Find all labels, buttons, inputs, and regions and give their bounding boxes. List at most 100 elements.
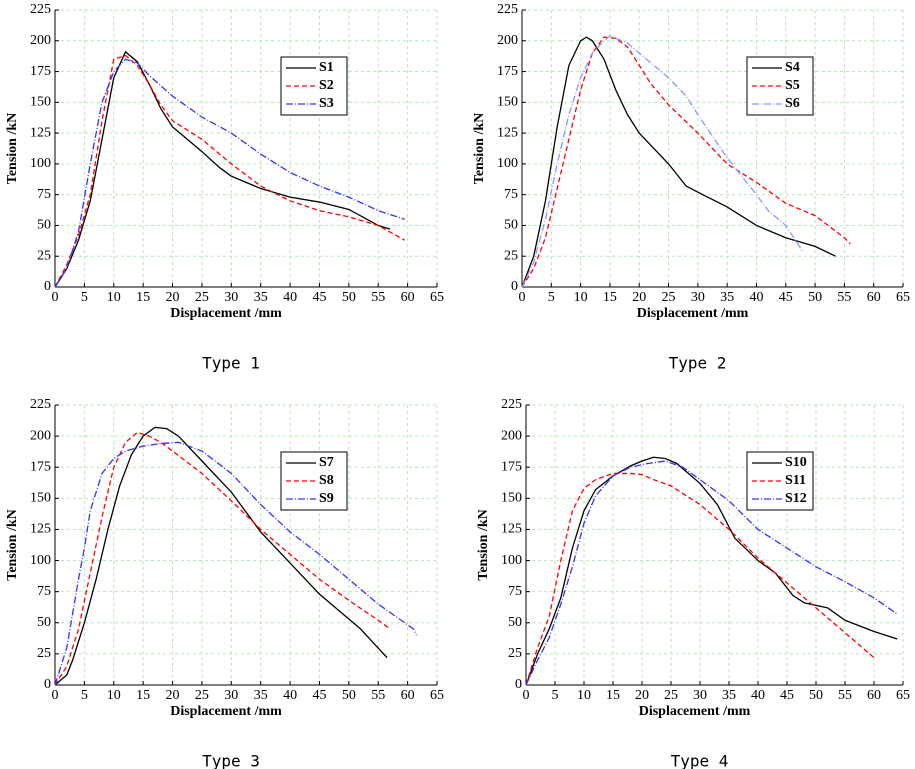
x-tick-label: 10 — [574, 290, 588, 305]
x-tick-label: 45 — [779, 290, 793, 305]
series-line — [54, 426, 388, 686]
x-tick-label: 15 — [136, 688, 150, 703]
x-tick-label: 20 — [632, 290, 646, 305]
y-axis-label: Tension /kN — [5, 113, 20, 184]
series-line — [521, 36, 836, 288]
legend-label: S7 — [319, 455, 334, 470]
y-axis-label: Tension /kN — [5, 509, 20, 580]
subplot: 0 5 10 15 20 25 30 35 40 45 50 55 60 65 0 25 50 75 100 125 1… — [476, 397, 910, 769]
x-tick-label: 10 — [107, 290, 121, 305]
legend-label: S4 — [785, 60, 800, 75]
y-tick-label: 175 — [30, 459, 51, 474]
x-tick-label: 20 — [166, 290, 180, 305]
legend-label: S3 — [319, 96, 334, 111]
y-tick-label: 100 — [501, 553, 522, 568]
y-tick-label: 25 — [37, 248, 51, 263]
x-tick-label: 0 — [52, 290, 59, 305]
legend-label: S6 — [785, 96, 800, 111]
legend-label: S2 — [319, 78, 334, 93]
y-tick-label: 225 — [497, 2, 518, 17]
y-tick-label: 200 — [30, 428, 51, 443]
subplot: 0 5 10 15 20 25 30 35 40 45 50 55 60 65 0 25 50 75 100 125 1… — [5, 397, 444, 769]
x-tick-label: 55 — [838, 688, 852, 703]
x-tick-label: 0 — [523, 688, 530, 703]
x-tick-label: 45 — [312, 688, 326, 703]
x-tick-label: 5 — [81, 290, 88, 305]
x-tick-label: 10 — [107, 688, 121, 703]
caption: Type 3 — [202, 752, 260, 769]
subplot: 0 5 10 15 20 25 30 35 40 45 50 55 60 65 0 25 50 75 100 125 1… — [472, 2, 910, 372]
series-line — [54, 441, 418, 686]
x-tick-label: 10 — [577, 688, 591, 703]
y-tick-label: 0 — [44, 677, 51, 692]
x-tick-label: 65 — [430, 688, 444, 703]
x-tick-label: 15 — [136, 290, 150, 305]
y-tick-label: 75 — [508, 584, 522, 599]
series-line — [525, 456, 898, 686]
legend-label: S10 — [785, 455, 807, 470]
x-tick-label: 45 — [780, 688, 794, 703]
x-tick-label: 60 — [401, 688, 415, 703]
legend-label: S9 — [319, 491, 334, 506]
series-line — [54, 54, 405, 288]
y-tick-label: 150 — [30, 95, 51, 110]
legend-label: S11 — [785, 473, 806, 488]
x-tick-label: 25 — [195, 290, 209, 305]
y-tick-label: 0 — [511, 279, 518, 294]
x-tick-label: 55 — [371, 290, 385, 305]
x-tick-label: 30 — [224, 688, 238, 703]
series-line — [54, 431, 391, 686]
subplot: 0 5 10 15 20 25 30 35 40 45 50 55 60 65 0 25 50 75 100 125 1… — [5, 2, 444, 372]
legend-label: S8 — [319, 473, 334, 488]
legend-label: S1 — [319, 60, 334, 75]
x-tick-label: 65 — [896, 290, 910, 305]
x-tick-label: 55 — [371, 688, 385, 703]
x-tick-label: 40 — [751, 688, 765, 703]
caption: Type 2 — [669, 354, 727, 373]
y-tick-label: 50 — [508, 615, 522, 630]
y-tick-label: 200 — [30, 33, 51, 48]
x-tick-label: 30 — [693, 688, 707, 703]
x-tick-label: 15 — [603, 290, 617, 305]
x-tick-label: 40 — [283, 290, 297, 305]
y-tick-label: 125 — [501, 522, 522, 537]
x-tick-label: 30 — [224, 290, 238, 305]
legend-label: S5 — [785, 78, 800, 93]
y-tick-label: 75 — [37, 584, 51, 599]
y-axis-label: Tension /kN — [472, 113, 487, 184]
caption: Type 1 — [202, 354, 260, 373]
y-tick-label: 75 — [504, 187, 518, 202]
y-tick-label: 125 — [497, 125, 518, 140]
x-tick-label: 35 — [722, 688, 736, 703]
y-tick-label: 225 — [30, 2, 51, 17]
x-tick-label: 60 — [867, 290, 881, 305]
x-axis-label: Displacement /mm — [170, 306, 282, 321]
y-tick-label: 200 — [497, 33, 518, 48]
x-tick-label: 65 — [430, 290, 444, 305]
y-tick-label: 100 — [497, 156, 518, 171]
x-tick-label: 35 — [254, 688, 268, 703]
y-tick-label: 50 — [37, 218, 51, 233]
x-tick-label: 50 — [342, 290, 356, 305]
series-line — [521, 36, 851, 288]
y-tick-label: 25 — [504, 248, 518, 263]
x-axis-label: Displacement /mm — [639, 704, 751, 719]
x-tick-label: 35 — [254, 290, 268, 305]
series-line — [54, 50, 391, 288]
x-tick-label: 50 — [808, 290, 822, 305]
series-line — [54, 58, 405, 288]
series-line — [525, 472, 875, 686]
y-tick-label: 150 — [30, 491, 51, 506]
y-tick-label: 175 — [30, 64, 51, 79]
x-tick-label: 20 — [635, 688, 649, 703]
x-axis-label: Displacement /mm — [170, 704, 282, 719]
x-axis-label: Displacement /mm — [637, 306, 749, 321]
y-tick-label: 50 — [504, 218, 518, 233]
y-tick-label: 150 — [497, 95, 518, 110]
series-line — [521, 35, 804, 288]
y-axis-label: Tension /kN — [476, 509, 491, 580]
y-tick-label: 100 — [30, 553, 51, 568]
x-tick-label: 40 — [283, 688, 297, 703]
y-tick-label: 100 — [30, 156, 51, 171]
